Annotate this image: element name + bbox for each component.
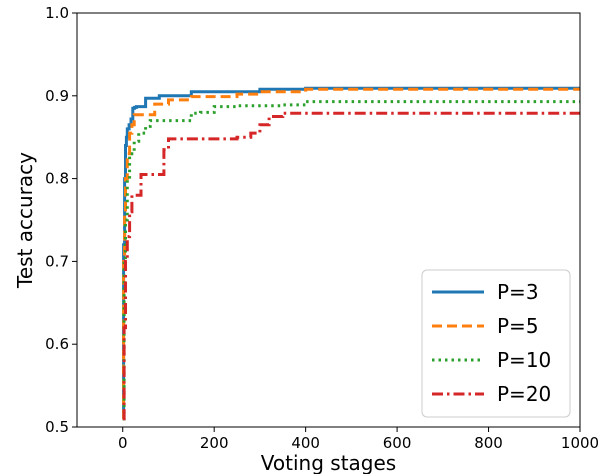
x-axis-ticks: 0 200 400 600 800 1000: [118, 427, 599, 452]
series-layer: [122, 86, 580, 421]
y-tick-label: 0.5: [45, 418, 69, 436]
legend: P=3 P=5 P=10 P=20: [421, 269, 571, 418]
y-axis-label: Test accuracy: [13, 152, 37, 289]
legend-label: P=10: [497, 348, 551, 372]
x-tick-label: 400: [291, 434, 320, 452]
x-tick-label: 1000: [561, 434, 599, 452]
series-line-p-10: [122, 100, 580, 421]
x-axis-label: Voting stages: [261, 451, 396, 474]
legend-label: P=5: [497, 314, 539, 338]
legend-label: P=20: [497, 382, 551, 406]
plot-frame: [76, 12, 581, 428]
y-tick-label: 0.8: [45, 170, 69, 188]
x-tick-label: 800: [474, 434, 503, 452]
x-tick-label: 0: [118, 434, 128, 452]
series-line-p-5: [122, 87, 580, 421]
series-line-p-20: [122, 111, 580, 421]
legend-box: [421, 269, 571, 418]
y-tick-label: 1.0: [45, 4, 69, 22]
legend-label: P=3: [497, 280, 539, 304]
x-tick-label: 200: [200, 434, 229, 452]
y-tick-label: 0.6: [45, 335, 69, 353]
y-tick-label: 0.7: [45, 252, 69, 270]
x-tick-label: 600: [383, 434, 412, 452]
y-tick-label: 0.9: [45, 87, 69, 105]
y-axis-ticks: 0.5 0.6 0.7 0.8 0.9 1.0: [45, 4, 77, 436]
